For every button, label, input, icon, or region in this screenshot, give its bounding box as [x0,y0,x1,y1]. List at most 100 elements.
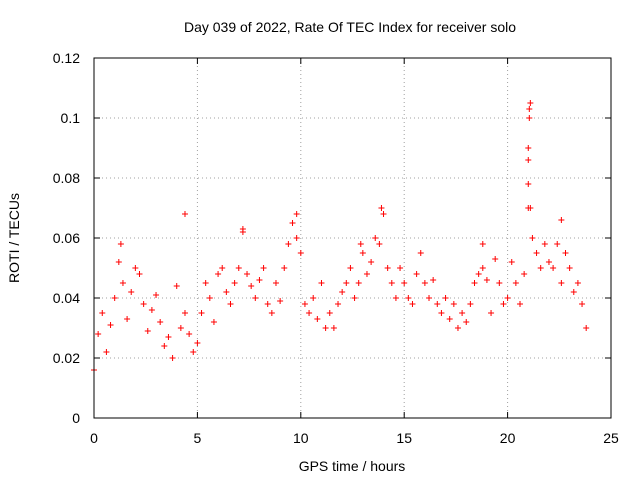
data-point [117,241,124,247]
data-point [527,205,534,211]
data-point [496,280,503,286]
data-point [454,325,461,331]
data-point [574,280,581,286]
data-point [537,265,544,271]
data-point [421,280,428,286]
data-point [227,301,234,307]
data-point [459,310,466,316]
grid-lines [94,58,611,418]
data-point [124,316,131,322]
y-tick-label: 0.02 [53,350,80,366]
data-point [438,310,445,316]
data-point [248,283,255,289]
data-point [579,301,586,307]
data-point [417,250,424,256]
data-point [475,271,482,277]
data-point [293,235,300,241]
data-point [99,310,106,316]
data-point [335,301,342,307]
data-point [289,220,296,226]
y-tick-label: 0 [72,410,80,426]
data-point [384,265,391,271]
data-point [525,157,532,163]
data-point [479,241,486,247]
x-axis-ticks: 0 5 10 15 20 25 [90,58,619,446]
y-tick-label: 0.04 [53,290,80,306]
data-point [190,349,197,355]
data-point [529,235,536,241]
data-point [103,349,110,355]
chart-title: Day 039 of 2022, Rate Of TEC Index for r… [184,19,516,35]
data-point [256,277,263,283]
data-point [318,280,325,286]
data-point [463,319,470,325]
data-point [500,301,507,307]
data-point [525,181,532,187]
data-point [570,289,577,295]
data-point [558,217,565,223]
data-point [351,295,358,301]
data-point [330,325,337,331]
data-point [405,295,412,301]
data-point [140,301,147,307]
data-point [380,211,387,217]
y-tick-label: 0.12 [53,50,80,66]
data-point [526,115,533,121]
x-tick-label: 20 [500,430,516,446]
data-point [310,295,317,301]
data-point [368,259,375,265]
data-point [268,310,275,316]
data-point [173,283,180,289]
data-point [314,316,321,322]
data-point [550,265,557,271]
data-point [181,310,188,316]
data-point [119,280,126,286]
data-point [525,145,532,151]
data-point [231,280,238,286]
data-point [210,319,217,325]
data-point [293,211,300,217]
data-point [401,280,408,286]
data-point [194,340,201,346]
data-point [413,271,420,277]
x-tick-label: 0 [90,430,98,446]
data-point [527,100,534,106]
data-point [136,271,143,277]
data-point [397,265,404,271]
data-point [206,295,213,301]
data-point [285,241,292,247]
data-point [554,241,561,247]
data-point [244,271,251,277]
data-point [235,265,242,271]
data-point [378,205,385,211]
data-point [223,289,230,295]
data-point [467,301,474,307]
data-point [215,271,222,277]
data-point [504,295,511,301]
data-point [153,292,160,298]
data-point [363,271,370,277]
data-point [169,355,176,361]
data-point [392,295,399,301]
data-point [426,295,433,301]
data-point [297,250,304,256]
data-point [322,325,329,331]
data-point [339,289,346,295]
data-point [583,325,590,331]
data-point [359,250,366,256]
data-point [128,289,135,295]
data-point [181,211,188,217]
x-tick-label: 15 [396,430,412,446]
data-point [376,241,383,247]
data-point [306,310,313,316]
data-point [521,271,528,277]
data-point [111,295,118,301]
data-point [326,310,333,316]
data-point [479,265,486,271]
y-axis-ticks: 0 0.02 0.04 0.06 0.08 0.1 0.12 [53,50,611,426]
data-point [430,277,437,283]
data-point [115,259,122,265]
data-point [517,301,524,307]
data-point [95,331,102,337]
